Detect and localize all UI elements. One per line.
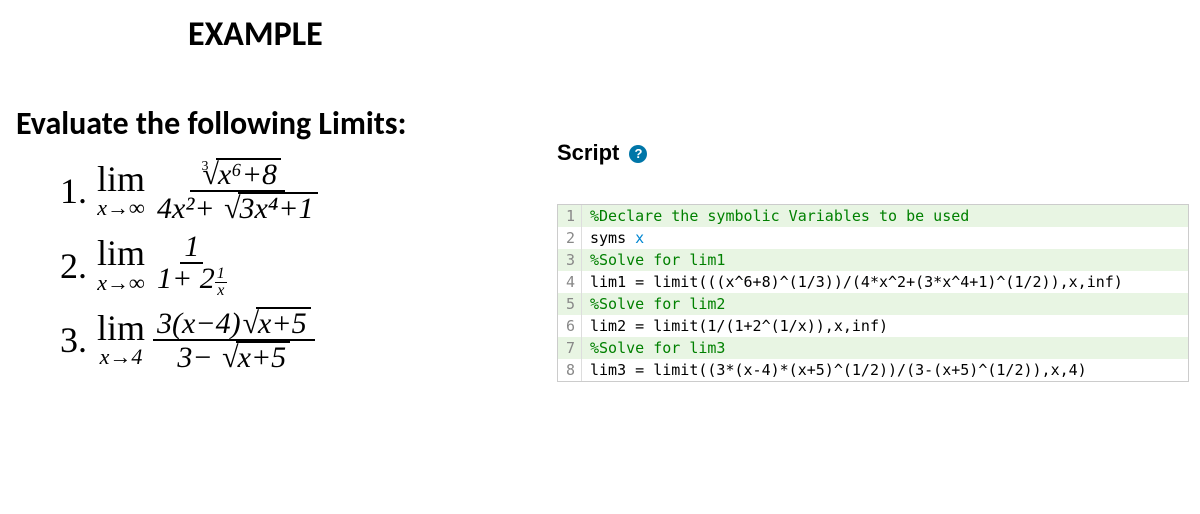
problem-2: 2. lim x→∞ 1 1+ 21x	[60, 232, 322, 299]
problem-3: 3. lim x→4 3(x−4)x+5 3− x+5	[60, 307, 322, 373]
line-number: 6	[558, 315, 582, 337]
code-text[interactable]: %Declare the symbolic Variables to be us…	[582, 205, 1188, 227]
code-text[interactable]: %Solve for lim2	[582, 293, 1188, 315]
problem-1-fraction: 3x⁶+8 4x²+ 3x⁴+1	[153, 158, 322, 224]
code-line[interactable]: 8lim3 = limit((3*(x-4)*(x+5)^(1/2))/(3-(…	[558, 359, 1188, 381]
code-line[interactable]: 2syms x	[558, 227, 1188, 249]
problem-1-number: 1.	[60, 173, 87, 209]
problem-1: 1. lim x→∞ 3x⁶+8 4x²+ 3x⁴+1	[60, 158, 322, 224]
problem-2-number: 2.	[60, 248, 87, 284]
code-editor[interactable]: 1%Declare the symbolic Variables to be u…	[557, 204, 1189, 382]
code-line[interactable]: 5%Solve for lim2	[558, 293, 1188, 315]
code-line[interactable]: 3%Solve for lim1	[558, 249, 1188, 271]
code-text[interactable]: %Solve for lim3	[582, 337, 1188, 359]
code-text[interactable]: lim2 = limit(1/(1+2^(1/x)),x,inf)	[582, 315, 1188, 337]
problem-3-number: 3.	[60, 322, 87, 358]
code-line[interactable]: 1%Declare the symbolic Variables to be u…	[558, 205, 1188, 227]
line-number: 2	[558, 227, 582, 249]
line-number: 3	[558, 249, 582, 271]
code-line[interactable]: 4lim1 = limit(((x^6+8)^(1/3))/(4*x^2+(3*…	[558, 271, 1188, 293]
problem-2-fraction: 1 1+ 21x	[153, 232, 231, 299]
problem-1-limit: lim x→∞	[97, 163, 145, 219]
line-number: 4	[558, 271, 582, 293]
problem-3-limit: lim x→4	[97, 312, 145, 368]
prompt-heading: Evaluate the following Limits:	[16, 104, 406, 143]
code-text[interactable]: lim3 = limit((3*(x-4)*(x+5)^(1/2))/(3-(x…	[582, 359, 1188, 381]
page-title: EXAMPLE	[188, 14, 323, 55]
code-text[interactable]: %Solve for lim1	[582, 249, 1188, 271]
code-line[interactable]: 6lim2 = limit(1/(1+2^(1/x)),x,inf)	[558, 315, 1188, 337]
code-text[interactable]: lim1 = limit(((x^6+8)^(1/3))/(4*x^2+(3*x…	[582, 271, 1188, 293]
problem-list: 1. lim x→∞ 3x⁶+8 4x²+ 3x⁴+1 2. lim x→∞ 1…	[60, 150, 322, 373]
problem-2-limit: lim x→∞	[97, 237, 145, 293]
help-icon[interactable]: ?	[629, 145, 647, 163]
script-panel-title: Script ?	[557, 140, 647, 166]
line-number: 8	[558, 359, 582, 381]
code-text[interactable]: syms x	[582, 227, 1188, 249]
problem-3-fraction: 3(x−4)x+5 3− x+5	[153, 307, 315, 373]
line-number: 1	[558, 205, 582, 227]
line-number: 5	[558, 293, 582, 315]
code-line[interactable]: 7%Solve for lim3	[558, 337, 1188, 359]
line-number: 7	[558, 337, 582, 359]
